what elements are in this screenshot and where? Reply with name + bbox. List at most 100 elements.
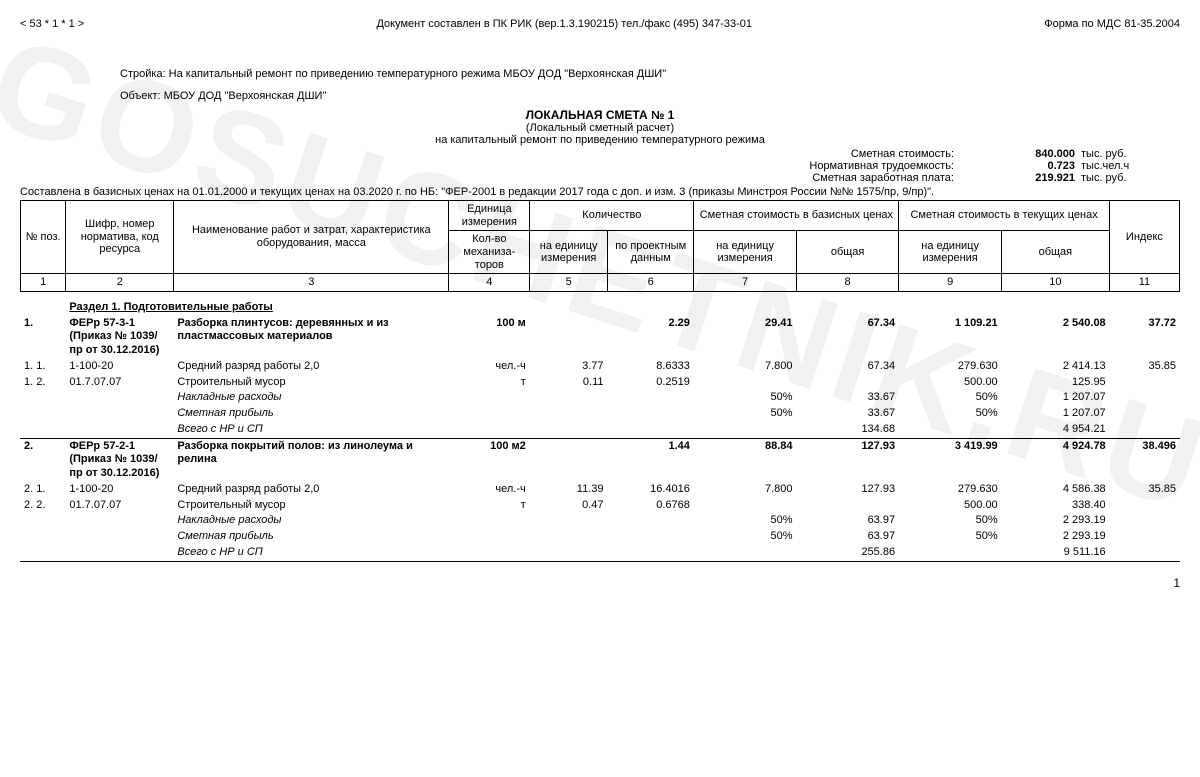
cell-cur-total: 4 924.78 <box>1002 438 1110 482</box>
cell-proj <box>608 390 694 406</box>
summary-label: Сметная стоимость: <box>734 148 954 160</box>
cell-pos <box>20 513 65 529</box>
cell-proj <box>608 422 694 438</box>
cell-code <box>65 406 173 422</box>
cell-unit: т <box>449 375 530 391</box>
sub-row: Сметная прибыль50%33.6750%1 207.07 <box>20 406 1180 422</box>
cell-base-total: 63.97 <box>797 513 900 529</box>
cell-cur-total: 2 540.08 <box>1002 316 1110 359</box>
summary-row: Нормативная трудоемкость: 0.723 тыс.чел.… <box>20 160 1180 172</box>
cell-proj <box>608 545 694 561</box>
cell-per-unit: 11.39 <box>530 482 608 498</box>
summary-value: 0.723 <box>954 160 1081 172</box>
cell-proj: 8.6333 <box>608 359 694 375</box>
cell-cur-unit: 1 109.21 <box>899 316 1002 359</box>
cell-unit <box>449 545 530 561</box>
summary-label: Сметная заработная плата: <box>734 172 954 184</box>
cell-base-unit <box>694 545 797 561</box>
cell-name: Средний разряд работы 2,0 <box>173 359 448 375</box>
header-center: Документ составлен в ПК РИК (вер.1.3.190… <box>376 18 752 30</box>
cell-index <box>1110 390 1180 406</box>
summary-unit: тыс. руб. <box>1081 172 1166 184</box>
cell-base-unit: 50% <box>694 513 797 529</box>
cell-pos: 2. <box>20 438 65 482</box>
summary-block: Сметная стоимость: 840.000 тыс. руб. Нор… <box>20 148 1180 184</box>
title-block: ЛОКАЛЬНАЯ СМЕТА № 1 (Локальный сметный р… <box>20 108 1180 146</box>
object-value: МБОУ ДОД "Верхоянская ДШИ" <box>164 90 327 102</box>
cell-pos: 1. 2. <box>20 375 65 391</box>
cell-index: 37.72 <box>1110 316 1180 359</box>
header-left: < 53 * 1 * 1 > <box>20 18 84 30</box>
cell-pos <box>20 422 65 438</box>
col-num: 8 <box>796 274 899 292</box>
cell-base-total: 127.93 <box>797 438 900 482</box>
cell-index <box>1110 498 1180 514</box>
cell-code: 1-100-20 <box>65 359 173 375</box>
col-num: 3 <box>174 274 449 292</box>
cell-name: Накладные расходы <box>173 513 448 529</box>
col-code: Шифр, номер норматива, код ресурса <box>66 201 174 274</box>
col-cur: Сметная стоимость в текущих ценах <box>899 201 1109 231</box>
page-number: 1 <box>0 562 1200 600</box>
col-num: 5 <box>530 274 608 292</box>
cell-cur-total: 2 293.19 <box>1002 513 1110 529</box>
cell-unit: 100 м <box>449 316 530 359</box>
cell-code <box>65 545 173 561</box>
basis-line: Составлена в базисных ценах на 01.01.200… <box>20 186 1180 198</box>
cell-unit <box>449 390 530 406</box>
cell-proj <box>608 513 694 529</box>
cell-code: ФЕРр 57-2-1 (Приказ № 1039/пр от 30.12.2… <box>65 438 173 482</box>
col-num: 7 <box>694 274 797 292</box>
cell-unit: 100 м2 <box>449 438 530 482</box>
cell-base-total: 67.34 <box>797 316 900 359</box>
cell-per-unit <box>530 438 608 482</box>
cell-index <box>1110 375 1180 391</box>
cell-name: Всего с НР и СП <box>173 545 448 561</box>
cell-cur-unit: 50% <box>899 390 1002 406</box>
cell-index: 35.85 <box>1110 482 1180 498</box>
cell-name: Накладные расходы <box>173 390 448 406</box>
cell-proj: 0.2519 <box>608 375 694 391</box>
cell-code: 1-100-20 <box>65 482 173 498</box>
cell-unit <box>449 529 530 545</box>
cell-proj: 16.4016 <box>608 482 694 498</box>
cell-name: Строительный мусор <box>173 498 448 514</box>
cell-code <box>65 390 173 406</box>
cell-cur-unit: 3 419.99 <box>899 438 1002 482</box>
cell-base-unit <box>694 498 797 514</box>
sub-row: Всего с НР и СП255.869 511.16 <box>20 545 1180 561</box>
cell-cur-unit: 279.630 <box>899 359 1002 375</box>
object-line: Объект: МБОУ ДОД "Верхоянская ДШИ" <box>120 90 1180 102</box>
cell-code: 01.7.07.07 <box>65 375 173 391</box>
cell-base-unit <box>694 422 797 438</box>
cell-base-unit: 7.800 <box>694 359 797 375</box>
col-qty: Количество <box>530 201 694 231</box>
cell-proj <box>608 529 694 545</box>
cell-name: Разборка плинтусов: деревянных и из плас… <box>173 316 448 359</box>
cell-base-unit: 50% <box>694 390 797 406</box>
item-row: 1.ФЕРр 57-3-1 (Приказ № 1039/пр от 30.12… <box>20 316 1180 359</box>
sub-row: 1. 2.01.7.07.07Строительный мусорт0.110.… <box>20 375 1180 391</box>
cell-base-total: 127.93 <box>797 482 900 498</box>
cell-base-unit: 88.84 <box>694 438 797 482</box>
cell-cur-unit: 50% <box>899 529 1002 545</box>
cell-unit <box>449 422 530 438</box>
stroyka-line: Стройка: На капитальный ремонт по привед… <box>120 68 1180 80</box>
cell-proj <box>608 406 694 422</box>
cell-unit <box>449 406 530 422</box>
col-proj: по проектным данным <box>608 231 694 274</box>
cell-pos <box>20 529 65 545</box>
cell-per-unit <box>530 422 608 438</box>
cell-unit: т <box>449 498 530 514</box>
cell-name: Всего с НР и СП <box>173 422 448 438</box>
cell-pos: 1. 1. <box>20 359 65 375</box>
item-row: 2.ФЕРр 57-2-1 (Приказ № 1039/пр от 30.12… <box>20 438 1180 482</box>
summary-unit: тыс. руб. <box>1081 148 1166 160</box>
cell-index: 35.85 <box>1110 359 1180 375</box>
col-name: Наименование работ и затрат, характерист… <box>174 201 449 274</box>
cell-name: Сметная прибыль <box>173 406 448 422</box>
cell-code <box>65 513 173 529</box>
object-label: Объект: <box>120 90 161 102</box>
cell-index <box>1110 529 1180 545</box>
cell-cur-total: 1 207.07 <box>1002 390 1110 406</box>
